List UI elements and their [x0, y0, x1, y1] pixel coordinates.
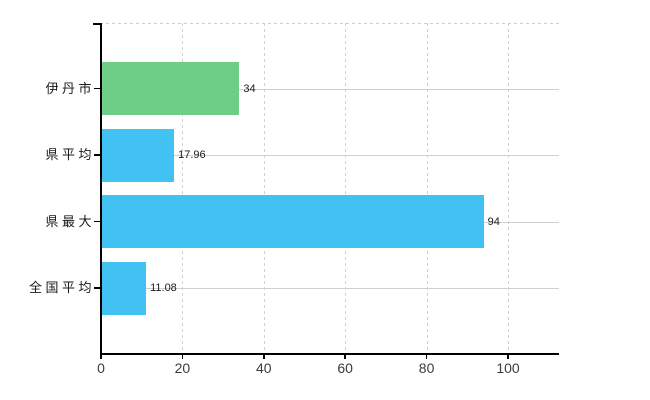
x-axis-tick: [507, 354, 509, 359]
y-axis-label: 県平均: [45, 147, 95, 162]
y-axis-tick: [94, 287, 100, 289]
vertical-gridline: [508, 23, 509, 353]
x-axis-line: [100, 353, 559, 355]
y-axis-tick: [94, 220, 100, 222]
horizontal-gridline: [101, 155, 559, 156]
x-axis-tick-label: 80: [418, 360, 435, 376]
vertical-gridline: [426, 23, 428, 353]
bar-value-label: 34: [243, 82, 256, 95]
bar-value-label: 11.08: [150, 282, 177, 294]
horizontal-gridline: [101, 88, 559, 90]
bar-value-label: 94: [487, 215, 500, 228]
y-axis-tick: [94, 154, 100, 156]
y-axis-label: 全国平均: [28, 280, 95, 295]
y-axis-label: 伊丹市: [45, 80, 95, 96]
bar-value-label: 17.96: [178, 149, 206, 161]
plot-top-border: [100, 23, 559, 24]
x-axis-tick: [344, 354, 346, 359]
y-axis-tick: [93, 23, 100, 25]
vertical-gridline: [182, 23, 184, 353]
bar: [101, 261, 147, 315]
x-axis-tick: [100, 354, 102, 359]
x-axis-tick-label: 0: [97, 360, 105, 376]
x-axis-tick: [425, 354, 428, 359]
x-axis-tick-label: 20: [174, 360, 191, 376]
y-axis-label: 県最大: [45, 213, 95, 229]
x-axis-tick-label: 100: [496, 360, 520, 376]
bar: [101, 128, 175, 182]
x-axis-tick: [263, 354, 265, 359]
horizontal-gridline: [101, 288, 559, 289]
x-axis-tick-label: 60: [337, 360, 353, 376]
y-axis-tick: [94, 87, 100, 89]
vertical-gridline: [263, 23, 265, 353]
vertical-gridline: [345, 23, 347, 353]
y-axis-line: [100, 23, 102, 358]
x-axis-tick-label: 40: [256, 360, 272, 376]
x-axis-tick: [181, 354, 184, 359]
bar: [101, 195, 484, 248]
bar: [101, 62, 240, 115]
